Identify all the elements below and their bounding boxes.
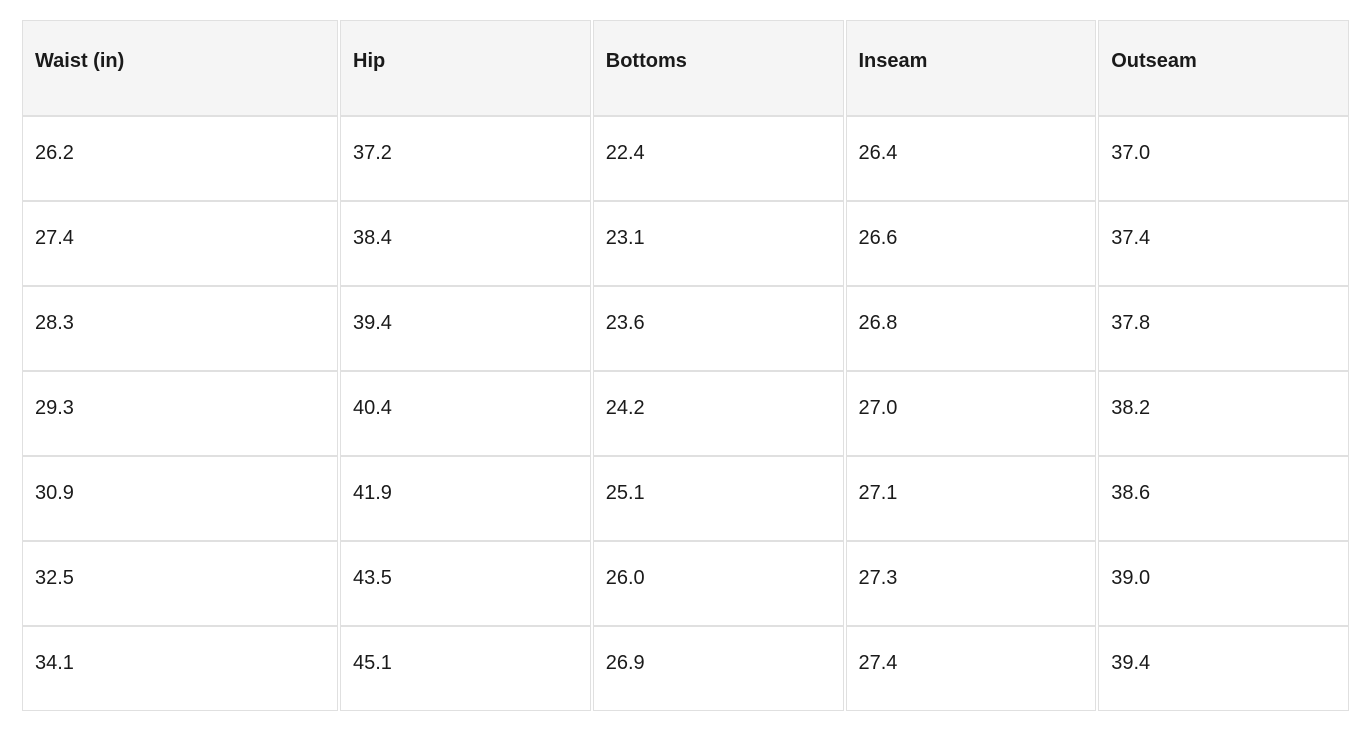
- cell-hip: 39.4: [340, 286, 591, 371]
- cell-outseam: 38.6: [1098, 456, 1349, 541]
- cell-inseam: 27.0: [845, 371, 1097, 456]
- table-row: 30.9 41.9 25.1 27.1 38.6: [22, 456, 1349, 541]
- cell-waist: 30.9: [22, 456, 338, 541]
- cell-outseam: 37.8: [1098, 286, 1349, 371]
- cell-waist: 32.5: [22, 541, 338, 626]
- cell-inseam: 27.4: [845, 626, 1097, 711]
- cell-waist: 27.4: [22, 201, 338, 286]
- table-row: 27.4 38.4 23.1 26.6 37.4: [22, 201, 1349, 286]
- cell-inseam: 26.4: [845, 116, 1097, 201]
- column-header-hip: Hip: [340, 20, 591, 116]
- cell-outseam: 39.4: [1098, 626, 1349, 711]
- cell-bottoms: 26.9: [592, 626, 844, 711]
- cell-inseam: 26.8: [845, 286, 1097, 371]
- cell-hip: 38.4: [340, 201, 591, 286]
- cell-inseam: 27.3: [845, 541, 1097, 626]
- cell-bottoms: 24.2: [592, 371, 844, 456]
- table-header: Waist (in) Hip Bottoms Inseam Outseam: [22, 20, 1349, 116]
- cell-waist: 28.3: [22, 286, 338, 371]
- cell-bottoms: 22.4: [592, 116, 844, 201]
- cell-hip: 45.1: [340, 626, 591, 711]
- cell-hip: 41.9: [340, 456, 591, 541]
- column-header-inseam: Inseam: [845, 20, 1097, 116]
- size-chart-table: Waist (in) Hip Bottoms Inseam Outseam 26…: [20, 20, 1351, 711]
- cell-outseam: 37.4: [1098, 201, 1349, 286]
- cell-inseam: 27.1: [845, 456, 1097, 541]
- cell-waist: 34.1: [22, 626, 338, 711]
- column-header-waist: Waist (in): [22, 20, 338, 116]
- cell-bottoms: 26.0: [592, 541, 844, 626]
- cell-outseam: 39.0: [1098, 541, 1349, 626]
- cell-outseam: 38.2: [1098, 371, 1349, 456]
- cell-waist: 29.3: [22, 371, 338, 456]
- cell-waist: 26.2: [22, 116, 338, 201]
- cell-inseam: 26.6: [845, 201, 1097, 286]
- cell-bottoms: 23.1: [592, 201, 844, 286]
- cell-outseam: 37.0: [1098, 116, 1349, 201]
- cell-hip: 43.5: [340, 541, 591, 626]
- cell-hip: 40.4: [340, 371, 591, 456]
- table-row: 29.3 40.4 24.2 27.0 38.2: [22, 371, 1349, 456]
- cell-bottoms: 23.6: [592, 286, 844, 371]
- table-row: 26.2 37.2 22.4 26.4 37.0: [22, 116, 1349, 201]
- table-row: 34.1 45.1 26.9 27.4 39.4: [22, 626, 1349, 711]
- column-header-outseam: Outseam: [1098, 20, 1349, 116]
- table-row: 28.3 39.4 23.6 26.8 37.8: [22, 286, 1349, 371]
- cell-hip: 37.2: [340, 116, 591, 201]
- column-header-bottoms: Bottoms: [592, 20, 844, 116]
- table-row: 32.5 43.5 26.0 27.3 39.0: [22, 541, 1349, 626]
- cell-bottoms: 25.1: [592, 456, 844, 541]
- header-row: Waist (in) Hip Bottoms Inseam Outseam: [22, 20, 1349, 116]
- table-body: 26.2 37.2 22.4 26.4 37.0 27.4 38.4 23.1 …: [22, 116, 1349, 711]
